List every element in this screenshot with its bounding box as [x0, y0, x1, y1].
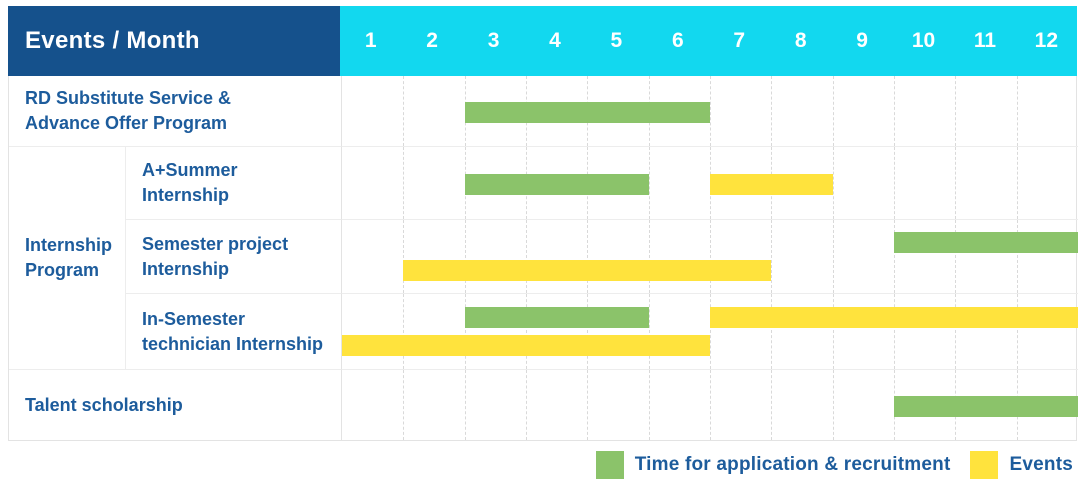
chart-legend: Time for application & recruitment Event…	[595, 451, 1073, 479]
month-header-row: 1 2 3 4 5 6 7 8 9 10 11 12	[340, 6, 1077, 76]
month-header-1: 1	[364, 29, 377, 52]
month-gridline	[894, 294, 895, 369]
month-gridline	[403, 294, 405, 369]
month-header-11: 11	[973, 29, 997, 52]
month-gridline	[587, 294, 589, 369]
month-gridline	[832, 370, 834, 440]
month-gridline	[464, 294, 466, 369]
month-gridline	[955, 220, 957, 293]
month-gridline	[587, 220, 589, 293]
month-gridline	[771, 294, 773, 369]
month-gridline	[403, 370, 405, 440]
gantt-bar-event	[710, 174, 833, 196]
legend-label-events: Events	[1009, 454, 1073, 475]
month-gridline	[955, 147, 957, 219]
month-gridline	[526, 220, 527, 293]
month-gridline	[955, 294, 957, 369]
row-label-rd-substitute-service: RD Substitute Service & Advance Offer Pr…	[25, 88, 232, 133]
month-gridline	[771, 76, 773, 146]
month-gridline	[587, 370, 589, 440]
month-gridline	[832, 76, 834, 146]
chart-row-semester-project-internship	[341, 219, 1078, 293]
legend-yellow-swatch	[970, 451, 999, 479]
month-header-3: 3	[487, 29, 500, 52]
month-gridline	[894, 220, 895, 293]
month-gridline	[710, 220, 711, 293]
month-header-9: 9	[856, 29, 868, 52]
month-gridline	[648, 370, 650, 440]
table-header-row: Events / Month 1 2 3 4 5 6 7 8 9 10 11 12	[8, 6, 1077, 76]
events-month-table: Events / Month 1 2 3 4 5 6 7 8 9 10 11 12 RD Substi…	[8, 6, 1078, 441]
chart-row-a-summer-internship	[341, 146, 1078, 219]
gantt-bar-recruitment	[464, 174, 649, 196]
gantt-bar-recruitment	[464, 306, 649, 328]
gantt-bar-recruitment	[894, 396, 1078, 418]
month-gridline	[464, 220, 466, 293]
row-label-in-semester-technician-internship: In-Semester technician Internship	[125, 293, 341, 369]
month-gridline	[771, 370, 773, 440]
month-header-2: 2	[426, 29, 438, 52]
month-header-10: 10	[911, 29, 936, 52]
month-gridline	[526, 294, 527, 369]
row-label-talent-scholarship: Talent scholarship	[9, 369, 341, 440]
month-header-6: 6	[671, 29, 684, 52]
month-gridline	[1016, 220, 1018, 293]
month-gridline	[403, 76, 405, 146]
month-gridline	[1016, 76, 1018, 146]
header-events-month: Events / Month	[8, 6, 340, 76]
month-gridline	[464, 370, 466, 440]
month-gridline	[648, 147, 650, 219]
legend-green-swatch	[595, 451, 624, 479]
month-gridline	[955, 76, 957, 146]
month-gridline	[832, 147, 834, 219]
month-header-12: 12	[1034, 29, 1059, 52]
chart-row-rd-substitute-service	[341, 76, 1078, 146]
legend-label-recruitment: Time for application & recruitment	[634, 454, 951, 475]
gantt-bar-recruitment	[464, 102, 710, 124]
month-gridline	[710, 76, 711, 146]
month-header-7: 7	[733, 29, 746, 52]
month-gridline	[894, 147, 895, 219]
gantt-bar-recruitment	[894, 232, 1078, 254]
row-label-a-summer-internship: A+Summer Internship	[125, 146, 341, 219]
chart-row-talent-scholarship	[341, 369, 1078, 440]
group-label-internship-program: Internship Program	[9, 146, 125, 369]
month-header-4: 4	[549, 29, 561, 52]
month-gridline	[648, 294, 650, 369]
row-label-semester-project-internship: Semester project Internship	[125, 219, 341, 293]
month-gridline	[771, 220, 773, 293]
month-header-5: 5	[610, 29, 623, 52]
table-body: RD Substitute Service & Advance Offer Pr…	[8, 76, 1078, 441]
gantt-bar-event	[342, 335, 710, 357]
month-header-8: 8	[794, 29, 807, 52]
month-gridline	[832, 220, 834, 293]
gantt-bar-event	[403, 260, 772, 282]
month-gridline	[648, 220, 650, 293]
month-gridline	[526, 370, 527, 440]
month-gridline	[894, 76, 895, 146]
legend-item-recruitment: Time for application & recruitment	[595, 451, 951, 479]
month-gridline	[710, 370, 711, 440]
month-gridline	[1016, 147, 1018, 219]
month-gridline	[710, 294, 711, 369]
month-gridline	[403, 220, 405, 293]
month-gridline	[1016, 294, 1018, 369]
month-gridline	[832, 294, 834, 369]
gantt-bar-event	[710, 306, 1078, 328]
chart-row-in-semester-technician-internship	[341, 293, 1078, 369]
legend-item-events: Events	[970, 451, 1073, 479]
month-gridline	[403, 147, 405, 219]
